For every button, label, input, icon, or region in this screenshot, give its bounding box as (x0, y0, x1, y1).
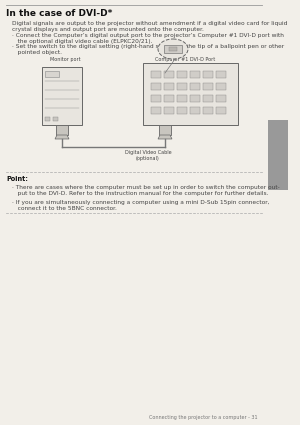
FancyBboxPatch shape (190, 107, 200, 114)
FancyBboxPatch shape (216, 107, 226, 114)
FancyBboxPatch shape (42, 67, 82, 125)
Text: · There are cases where the computer must be set up in order to switch the compu: · There are cases where the computer mus… (12, 185, 280, 196)
FancyBboxPatch shape (151, 71, 161, 78)
FancyBboxPatch shape (203, 83, 213, 90)
FancyBboxPatch shape (177, 83, 187, 90)
FancyBboxPatch shape (151, 83, 161, 90)
FancyBboxPatch shape (151, 107, 161, 114)
FancyBboxPatch shape (164, 83, 174, 90)
FancyBboxPatch shape (190, 95, 200, 102)
FancyBboxPatch shape (177, 95, 187, 102)
FancyBboxPatch shape (190, 71, 200, 78)
FancyBboxPatch shape (164, 107, 174, 114)
FancyBboxPatch shape (164, 95, 174, 102)
FancyBboxPatch shape (164, 45, 182, 53)
Polygon shape (158, 135, 172, 139)
FancyBboxPatch shape (53, 117, 58, 121)
FancyBboxPatch shape (159, 125, 171, 135)
Text: · If you are simultaneously connecting a computer using a mini D-Sub 15pin conne: · If you are simultaneously connecting a… (12, 200, 269, 211)
FancyBboxPatch shape (216, 71, 226, 78)
FancyBboxPatch shape (203, 107, 213, 114)
Ellipse shape (158, 39, 188, 59)
Text: Digital signals are output to the projector without amendment if a digital video: Digital signals are output to the projec… (12, 21, 287, 32)
FancyBboxPatch shape (216, 95, 226, 102)
FancyBboxPatch shape (56, 125, 68, 135)
Text: In the case of DVI-D*: In the case of DVI-D* (6, 9, 112, 18)
FancyBboxPatch shape (203, 95, 213, 102)
Text: Digital Video Cable
(optional): Digital Video Cable (optional) (125, 150, 171, 161)
FancyBboxPatch shape (268, 120, 288, 190)
FancyBboxPatch shape (143, 63, 238, 125)
FancyBboxPatch shape (190, 83, 200, 90)
FancyBboxPatch shape (203, 71, 213, 78)
FancyBboxPatch shape (45, 71, 59, 77)
FancyBboxPatch shape (169, 47, 177, 51)
Text: Monitor port: Monitor port (50, 57, 80, 62)
FancyBboxPatch shape (177, 71, 187, 78)
Text: · Connect the Computer’s digital output port to the projector’s Computer #1 DVI-: · Connect the Computer’s digital output … (12, 33, 284, 44)
FancyBboxPatch shape (164, 71, 174, 78)
Text: Connecting the projector to a computer - 31: Connecting the projector to a computer -… (149, 415, 258, 420)
Text: Computer #1 DVI-D Port: Computer #1 DVI-D Port (155, 57, 215, 62)
Polygon shape (55, 135, 69, 139)
Text: Point:: Point: (6, 176, 28, 182)
FancyBboxPatch shape (177, 107, 187, 114)
FancyBboxPatch shape (151, 95, 161, 102)
Text: · Set the switch to the digital setting (right-hand side) with the tip of a ball: · Set the switch to the digital setting … (12, 44, 284, 55)
FancyBboxPatch shape (216, 83, 226, 90)
FancyBboxPatch shape (45, 117, 50, 121)
